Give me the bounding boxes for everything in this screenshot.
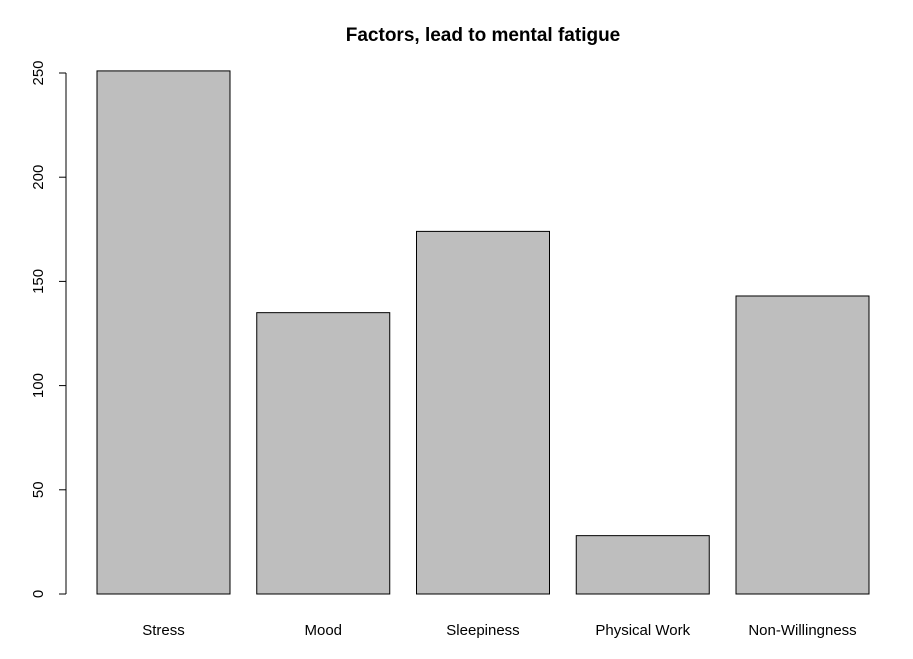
bar-physical-work xyxy=(575,535,710,595)
x-category-label: Mood xyxy=(304,622,342,639)
y-tick-label: 250 xyxy=(30,60,47,85)
bar-mood xyxy=(256,312,391,595)
y-tick-label: 100 xyxy=(30,373,47,398)
x-category-label: Sleepiness xyxy=(446,622,519,639)
bar-sleepiness xyxy=(416,230,550,595)
x-axis-labels: Stress Mood Sleepiness Physical Work Non-Wil… xyxy=(142,622,856,639)
chart-title: Factors, lead to mental fatigue xyxy=(346,25,621,46)
y-tick-label: 150 xyxy=(30,269,47,294)
y-axis: 0 50 100 150 200 250 xyxy=(30,60,67,598)
x-category-label: Stress xyxy=(142,622,185,639)
x-category-label: Physical Work xyxy=(595,622,690,639)
y-tick-label: 50 xyxy=(30,481,47,498)
y-tick-label: 200 xyxy=(30,165,47,190)
bars xyxy=(96,70,870,595)
x-category-label: Non-Willingness xyxy=(748,622,856,639)
bar-non-willingness xyxy=(735,295,870,595)
y-tick-label: 0 xyxy=(30,590,47,598)
bar-stress xyxy=(96,70,231,595)
